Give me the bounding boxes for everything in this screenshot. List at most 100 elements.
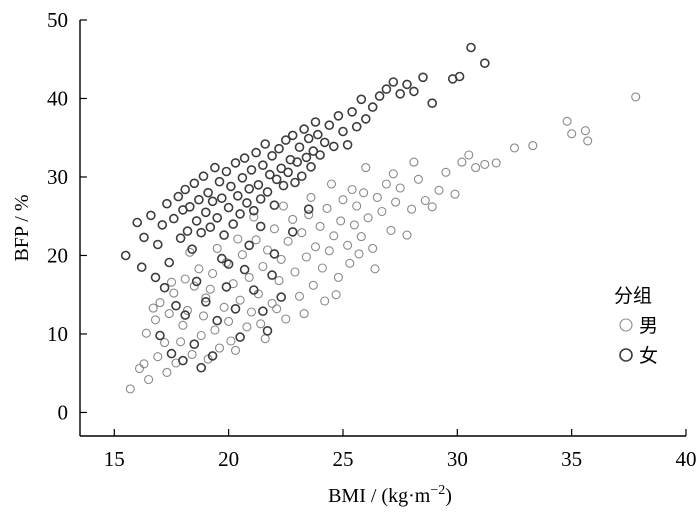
female-point	[219, 230, 229, 240]
female-point	[223, 202, 234, 213]
x-tick-label: 20	[218, 447, 239, 471]
female-point	[136, 262, 147, 273]
female-point	[409, 86, 419, 97]
female-point	[230, 158, 241, 168]
male-point	[331, 290, 341, 300]
male-point	[237, 250, 247, 260]
female-point	[239, 153, 250, 163]
female-point	[310, 117, 321, 127]
female-point	[233, 191, 243, 201]
female-point	[139, 232, 149, 243]
female-point	[203, 187, 213, 198]
female-point	[280, 135, 291, 145]
male-point	[267, 298, 277, 308]
male-point	[262, 245, 273, 255]
male-point	[320, 296, 330, 306]
female-point	[175, 233, 186, 243]
female-point	[267, 270, 277, 280]
female-point	[235, 209, 245, 219]
female-point	[274, 143, 284, 154]
female-point	[262, 187, 273, 197]
x-axis-title-superscript: −2	[430, 483, 445, 498]
male-point	[233, 234, 243, 244]
male-point	[212, 243, 222, 253]
female-point	[244, 184, 254, 194]
male-point	[471, 163, 481, 173]
female-point	[299, 124, 309, 134]
female-point	[328, 141, 339, 152]
female-point	[466, 42, 476, 53]
male-point	[176, 337, 186, 347]
female-point	[196, 362, 206, 373]
female-point	[333, 111, 344, 121]
male-point	[306, 192, 316, 202]
male-point	[359, 188, 369, 198]
female-point	[166, 348, 177, 359]
female-point	[253, 180, 264, 190]
male-point	[333, 272, 343, 282]
male-point	[583, 136, 593, 146]
male-point	[139, 359, 149, 369]
female-point	[189, 178, 200, 189]
male-point	[269, 224, 279, 234]
female-point	[237, 173, 248, 183]
y-tick-label: 40	[47, 86, 68, 110]
male-point	[260, 334, 270, 344]
female-point	[324, 120, 335, 130]
male-point	[201, 293, 211, 303]
female-point	[381, 84, 392, 94]
male-point	[205, 284, 215, 294]
female-point	[251, 147, 261, 158]
male-point	[386, 225, 396, 235]
male-point	[162, 367, 172, 377]
female-point	[260, 139, 271, 149]
male-point	[256, 319, 266, 329]
male-point	[338, 195, 348, 205]
male-point	[278, 201, 289, 211]
female-point	[454, 71, 465, 82]
female-point	[269, 249, 280, 259]
female-point	[201, 207, 211, 218]
male-point	[178, 320, 188, 330]
male-point	[480, 159, 490, 169]
legend: 分组 男 女	[614, 285, 658, 367]
male-point	[347, 184, 357, 195]
male-point	[196, 330, 206, 341]
male-point	[160, 338, 170, 348]
male-point	[322, 203, 332, 213]
female-point	[189, 339, 200, 350]
female-point	[294, 142, 305, 152]
x-tick-label: 30	[447, 447, 468, 471]
female-point	[150, 272, 161, 283]
female-point	[249, 285, 259, 295]
x-tick-label: 15	[104, 447, 125, 471]
legend-label-male: 男	[639, 315, 658, 337]
female-point	[312, 129, 323, 140]
male-point	[324, 246, 334, 256]
female-point	[374, 91, 385, 101]
male-point	[148, 303, 158, 313]
female-point	[187, 244, 197, 254]
male-point	[299, 309, 309, 319]
x-axis-title-main: BMI / (kg·m	[328, 485, 431, 507]
female-point	[242, 198, 252, 208]
male-point	[326, 179, 337, 189]
y-tick-label: 50	[47, 8, 68, 32]
female-point	[164, 257, 174, 268]
female-point	[308, 146, 319, 156]
x-tick-label: 40	[676, 447, 697, 471]
male-point	[491, 158, 501, 168]
female-point	[159, 282, 170, 293]
male-point	[464, 150, 474, 160]
male-point	[457, 157, 467, 167]
female-point	[201, 296, 211, 307]
female-point	[292, 157, 303, 167]
male-point	[219, 302, 229, 312]
male-point	[310, 242, 321, 252]
male-point	[450, 189, 460, 199]
male-point	[381, 179, 391, 189]
male-point	[134, 363, 145, 374]
male-point	[409, 157, 419, 167]
female-point	[283, 167, 293, 178]
